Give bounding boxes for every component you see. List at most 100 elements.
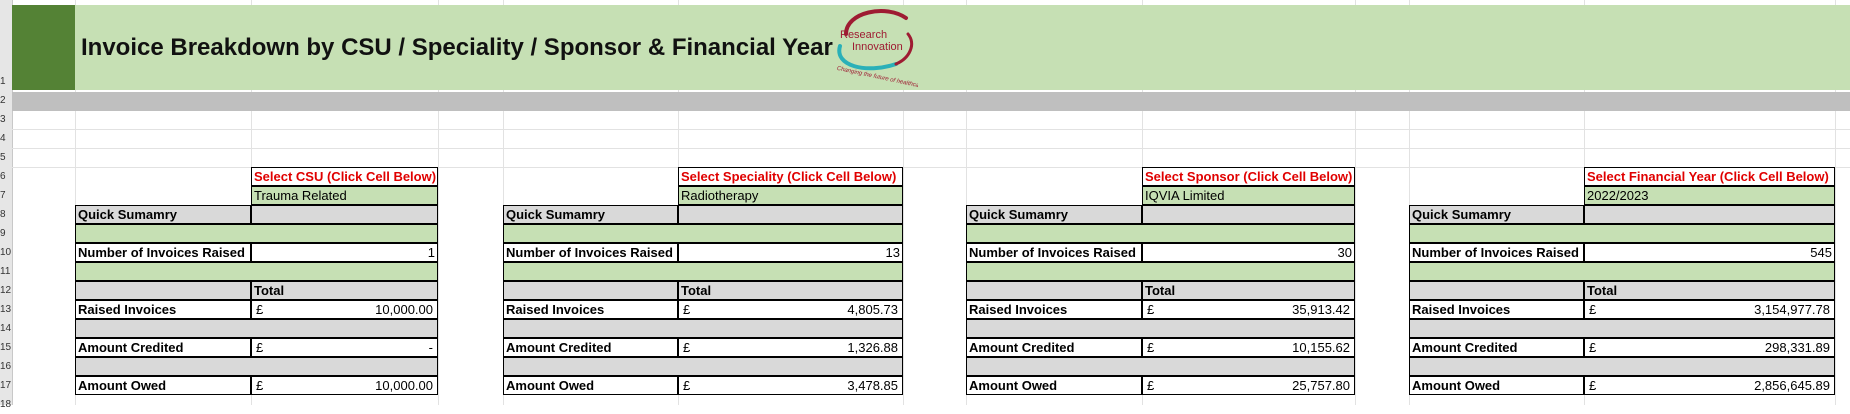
invoices-raised-count[interactable]: 545 [1584, 243, 1835, 262]
spacer-row[interactable] [75, 262, 438, 281]
invoices-raised-count[interactable]: 30 [1142, 243, 1355, 262]
amount-owed-value[interactable]: £10,000.00 [251, 376, 438, 395]
amount-owed-label: Amount Owed [1409, 376, 1584, 395]
spacer-row[interactable] [503, 319, 903, 338]
spacer-row[interactable] [1409, 357, 1835, 376]
amount-credited-value[interactable]: £298,331.89 [1584, 338, 1835, 357]
raised-invoices-value[interactable]: £3,154,977.78 [1584, 300, 1835, 319]
spacer-row[interactable] [75, 319, 438, 338]
amount: 3,478.85 [847, 378, 898, 393]
spacer-row[interactable] [966, 224, 1355, 243]
spacer-row[interactable] [503, 224, 903, 243]
amount-credited-value[interactable]: £1,326.88 [678, 338, 903, 357]
row-number[interactable]: 6 [0, 171, 6, 182]
currency-symbol: £ [683, 340, 691, 355]
row-number[interactable]: 14 [0, 323, 12, 334]
row-number[interactable]: 7 [0, 190, 6, 201]
amount: 298,331.89 [1764, 340, 1830, 355]
financial-year-selection-cell[interactable]: 2022/2023 [1584, 186, 1835, 205]
amount-owed-value[interactable]: £3,478.85 [678, 376, 903, 395]
title-banner[interactable] [12, 5, 1850, 90]
spacer-row[interactable] [966, 357, 1355, 376]
total-header: Total [1142, 281, 1355, 300]
raised-invoices-value[interactable]: £10,000.00 [251, 300, 438, 319]
row-number[interactable]: 16 [0, 361, 12, 372]
currency-symbol: £ [1147, 340, 1155, 355]
spacer-row[interactable] [1409, 224, 1835, 243]
amount-credited-label: Amount Credited [1409, 338, 1584, 357]
row-number[interactable]: 4 [0, 133, 6, 144]
header-bar [12, 92, 1850, 111]
gridline [12, 148, 1850, 149]
page-title[interactable]: Invoice Breakdown by CSU / Speciality / … [81, 34, 833, 61]
amount-credited-value[interactable]: £10,155.62 [1142, 338, 1355, 357]
row-number[interactable]: 13 [0, 304, 12, 315]
spacer-row[interactable] [966, 319, 1355, 338]
summary-cell[interactable] [251, 205, 438, 224]
total-header-blank[interactable] [966, 281, 1142, 300]
spacer-row[interactable] [966, 262, 1355, 281]
total-header: Total [1584, 281, 1835, 300]
csu-selection-cell[interactable]: Trauma Related [251, 186, 438, 205]
total-header-blank[interactable] [503, 281, 678, 300]
spacer-row[interactable] [503, 262, 903, 281]
gridline [1355, 0, 1356, 405]
gridline [503, 0, 504, 405]
currency-symbol: £ [1147, 378, 1155, 393]
spacer-row[interactable] [1409, 319, 1835, 338]
amount-owed-value[interactable]: £2,856,645.89 [1584, 376, 1835, 395]
total-header: Total [678, 281, 903, 300]
amount-credited-value[interactable]: £ - [251, 338, 438, 357]
currency-symbol: £ [256, 378, 264, 393]
quick-summary-label: Quick Sumamry [503, 205, 678, 224]
select-financial-year-label: Select Financial Year (Click Cell Below) [1584, 167, 1835, 186]
total-header-blank[interactable] [75, 281, 251, 300]
spacer-row[interactable] [75, 224, 438, 243]
row-number[interactable]: 1 [0, 76, 6, 87]
row-number[interactable]: 3 [0, 114, 6, 125]
total-header-blank[interactable] [1409, 281, 1584, 300]
row-number[interactable]: 15 [0, 342, 12, 353]
currency-symbol: £ [683, 378, 691, 393]
row-number[interactable]: 10 [0, 247, 12, 258]
summary-cell[interactable] [1142, 205, 1355, 224]
gridline [903, 0, 904, 405]
row-number[interactable]: 9 [0, 228, 6, 239]
quick-summary-label: Quick Sumamry [75, 205, 251, 224]
amount: 10,000.00 [375, 378, 433, 393]
total-header: Total [251, 281, 438, 300]
banner-accent [12, 5, 75, 90]
summary-cell[interactable] [1584, 205, 1835, 224]
raised-invoices-value[interactable]: £4,805.73 [678, 300, 903, 319]
spacer-row[interactable] [75, 357, 438, 376]
spacer-row[interactable] [503, 357, 903, 376]
row-number[interactable]: 12 [0, 285, 12, 296]
amount-owed-value[interactable]: £25,757.80 [1142, 376, 1355, 395]
row-number[interactable]: 8 [0, 209, 6, 220]
invoices-raised-count[interactable]: 1 [251, 243, 438, 262]
gridline [75, 0, 76, 405]
row-number[interactable]: 2 [0, 95, 6, 106]
currency-symbol: £ [1147, 302, 1155, 317]
invoices-raised-label: Number of Invoices Raised [966, 243, 1142, 262]
amount-credited-label: Amount Credited [75, 338, 251, 357]
spacer-row[interactable] [1409, 262, 1835, 281]
row-number[interactable]: 11 [0, 266, 11, 277]
amount: - [428, 340, 433, 355]
sponsor-selection-cell[interactable]: IQVIA Limited [1142, 186, 1355, 205]
summary-cell[interactable] [678, 205, 903, 224]
currency-symbol: £ [1589, 340, 1597, 355]
speciality-selection-cell[interactable]: Radiotherapy [678, 186, 903, 205]
amount: 10,000.00 [375, 302, 433, 317]
currency-symbol: £ [256, 340, 264, 355]
raised-invoices-value[interactable]: £35,913.42 [1142, 300, 1355, 319]
row-number[interactable]: 17 [0, 380, 12, 391]
gridline [438, 0, 439, 405]
currency-symbol: £ [256, 302, 264, 317]
gridline [12, 129, 1850, 130]
gridline [966, 0, 967, 405]
quick-summary-label: Quick Sumamry [1409, 205, 1584, 224]
invoices-raised-count[interactable]: 13 [678, 243, 903, 262]
row-number[interactable]: 5 [0, 152, 6, 163]
gridline [12, 167, 1850, 168]
